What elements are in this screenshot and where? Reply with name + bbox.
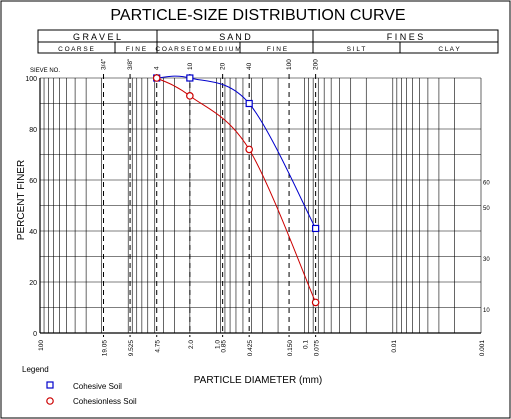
data-point-cohesive-soil <box>245 99 253 108</box>
x-tick-label: 19.05 <box>102 340 109 357</box>
x-tick-label: 0.1 <box>303 340 310 349</box>
x-tick-label: 0.150 <box>287 340 294 357</box>
right-scale-label: 50 <box>483 206 490 212</box>
x-tick-label: 0.075 <box>314 340 321 357</box>
series-line-cohesive-soil <box>156 75 317 229</box>
series-layer <box>152 74 320 307</box>
x-tick-label: 0.425 <box>247 340 254 357</box>
x-tick-label: 1.0 <box>214 340 221 349</box>
x-tick-label: 0.001 <box>479 340 486 357</box>
header-subgroup-label: C O A R S E T O M E D I U M <box>155 46 240 53</box>
y-tick-label: 40 <box>29 229 37 236</box>
data-point-cohesionless-soil <box>186 92 194 100</box>
header-group-label: S A N D <box>219 32 251 42</box>
x-tick-label: 4.75 <box>155 340 162 353</box>
sieve-label: 100 <box>286 59 293 70</box>
chart-title: PARTICLE-SIZE DISTRIBUTION CURVE <box>110 7 405 24</box>
legend-title: Legend <box>22 365 49 374</box>
header-subgroup-label: C L A Y <box>438 46 460 53</box>
data-point-cohesionless-soil <box>311 298 320 307</box>
x-axis-label: PARTICLE DIAMETER (mm) <box>194 375 323 386</box>
x-tick-label: 9.525 <box>128 340 135 357</box>
sieve-label: 3/8" <box>127 58 134 70</box>
classification-header: G R A V E L S A N D F I N E S C O A R S E F … <box>37 29 499 54</box>
data-point-cohesive-soil <box>186 74 194 82</box>
header-group-label: F I N E S <box>387 32 424 42</box>
sieve-label: 4 <box>154 66 161 70</box>
header-subgroup-label: F I N E <box>267 46 288 53</box>
series-line-cohesionless-soil <box>156 77 317 303</box>
x-tick-label: 0.01 <box>391 340 398 353</box>
right-scale-label: 60 <box>483 181 490 187</box>
x-tick-label: 2.0 <box>188 340 195 349</box>
y-tick-label: 20 <box>29 280 37 287</box>
x-tick-label: 100 <box>38 340 45 351</box>
axes: 0 20 40 60 80 100 100 19.05 9.525 4.75 2.0 1.0 0.85 0… <box>25 76 490 356</box>
sieve-label: 40 <box>246 62 253 70</box>
legend-square-marker <box>46 381 54 389</box>
x-tick-label: 0.85 <box>221 340 228 353</box>
legend-label-cohesive: Cohesive Soil <box>73 382 122 391</box>
header-group-label: G R A V E L <box>73 32 121 42</box>
data-point-cohesionless-soil <box>152 74 161 82</box>
header-subgroup-label: S I L T <box>347 46 366 53</box>
y-tick-label: 100 <box>25 76 37 83</box>
sieve-no-label: SIEVE NO. <box>30 68 60 74</box>
legend-circle-marker <box>46 397 54 405</box>
sieve-label: 10 <box>187 62 194 70</box>
right-scale-label: 30 <box>483 257 490 263</box>
y-tick-label: 0 <box>33 331 37 338</box>
y-axis-label: PERCENT FINER <box>16 160 27 240</box>
legend-label-cohesionless: Cohesionless Soil <box>73 397 137 406</box>
y-tick-label: 80 <box>29 127 37 134</box>
sieve-label: 20 <box>220 62 227 70</box>
header-subgroup-label: F I N E <box>126 46 147 53</box>
sieve-label: 3/4" <box>101 58 108 70</box>
y-tick-label: 60 <box>29 178 37 185</box>
legend: Legend Cohesive Soil Cohesionless Soil <box>22 365 137 406</box>
data-point-cohesionless-soil <box>245 145 253 154</box>
header-subgroup-label: C O A R S E <box>58 46 94 53</box>
sieve-label: 200 <box>313 59 320 70</box>
right-scale-label: 10 <box>483 308 490 314</box>
data-point-cohesive-soil <box>312 224 320 233</box>
